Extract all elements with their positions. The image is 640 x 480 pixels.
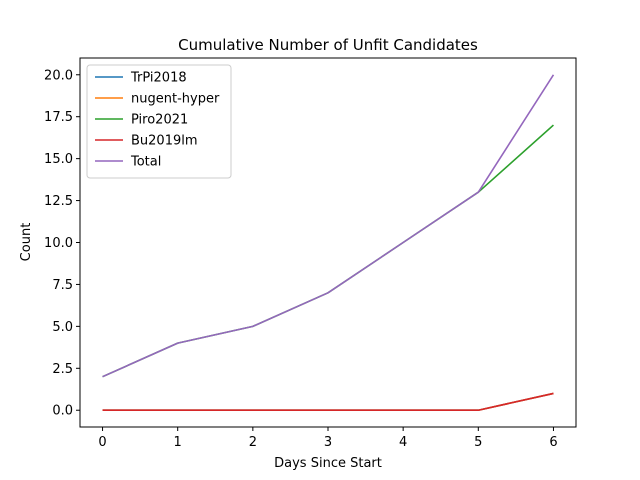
x-tick-label: 6 bbox=[549, 435, 557, 450]
y-tick-label: 0.0 bbox=[52, 404, 73, 419]
x-tick-label: 5 bbox=[474, 435, 482, 450]
x-tick-label: 2 bbox=[249, 435, 257, 450]
x-tick-label: 3 bbox=[324, 435, 332, 450]
legend: TrPi2018 nugent-hyper Piro2021 Bu2019lm Tota… bbox=[86, 64, 232, 179]
x-tick-label: 4 bbox=[399, 435, 407, 450]
x-axis: 0 1 2 3 4 5 6 bbox=[98, 427, 558, 450]
y-tick-label: 10.0 bbox=[44, 236, 73, 251]
x-tick-label: 1 bbox=[174, 435, 182, 450]
legend-label-4: Total bbox=[130, 155, 161, 170]
y-axis-label: Count bbox=[19, 223, 34, 262]
y-tick-label: 17.5 bbox=[44, 110, 73, 125]
y-tick-label: 20.0 bbox=[44, 68, 73, 83]
series-line-4 bbox=[102, 74, 555, 378]
y-tick-label: 15.0 bbox=[44, 152, 73, 167]
legend-label-1: nugent-hyper bbox=[131, 92, 220, 107]
chart-title: Cumulative Number of Unfit Candidates bbox=[178, 36, 478, 54]
y-tick-label: 5.0 bbox=[52, 320, 73, 335]
series-lines bbox=[102, 74, 555, 412]
y-tick-label: 2.5 bbox=[52, 362, 73, 377]
y-tick-label: 7.5 bbox=[52, 278, 73, 293]
y-tick-label: 12.5 bbox=[44, 194, 73, 209]
series-line-3 bbox=[102, 392, 554, 412]
x-axis-label: Days Since Start bbox=[274, 456, 382, 471]
legend-label-3: Bu2019lm bbox=[131, 134, 198, 149]
legend-label-2: Piro2021 bbox=[131, 113, 188, 128]
x-tick-label: 0 bbox=[98, 435, 106, 450]
legend-box bbox=[86, 64, 232, 179]
y-axis: 0.0 2.5 5.0 7.5 10.0 12.5 15.0 17.5 20.0 bbox=[44, 68, 80, 419]
legend-label-0: TrPi2018 bbox=[130, 71, 187, 86]
